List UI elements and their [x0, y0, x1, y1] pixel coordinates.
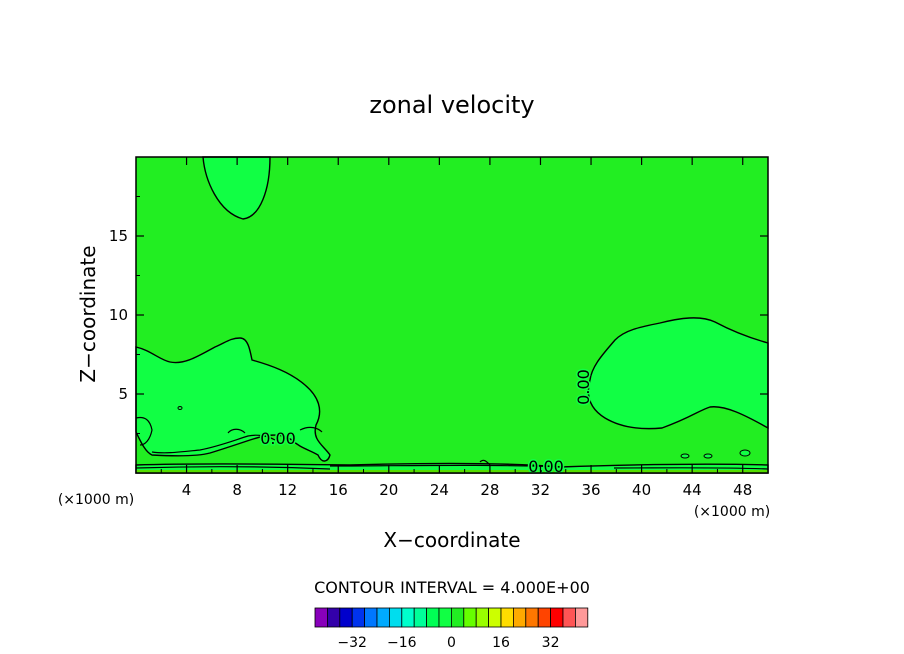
x-tick-label: 32: [531, 481, 550, 499]
colorbar-tick-label: 0: [447, 635, 456, 651]
colorbar-swatch: [376, 607, 390, 628]
colorbar-swatch: [364, 607, 378, 628]
x-tick-label: 48: [733, 481, 752, 499]
x-tick-label: 36: [581, 481, 600, 499]
colorbar: −32 −16 0 16 32: [314, 607, 589, 651]
x-tick-label: 20: [379, 481, 398, 499]
chart-title: zonal velocity: [369, 91, 534, 119]
contour-line-5: [329, 464, 566, 468]
colorbar-swatch: [475, 607, 490, 628]
colorbar-swatch: [314, 607, 328, 628]
colorbar-swatch: [575, 607, 589, 628]
colorbar-tick-label: 32: [542, 635, 560, 651]
colorbar-swatch: [513, 607, 527, 628]
colorbar-swatch: [351, 607, 366, 628]
contour-region-2: [135, 337, 331, 462]
colorbar-swatch: [401, 607, 415, 628]
contour-label-3: 0.00: [574, 369, 593, 405]
contour-interval-text: CONTOUR INTERVAL = 4.000E+00: [314, 578, 590, 597]
x-tick-label: 8: [232, 481, 242, 499]
x-unit-label-left: (×1000 m): [58, 492, 134, 508]
colorbar-tick-label: −32: [337, 635, 367, 651]
y-tick-label: 5: [118, 385, 128, 403]
colorbar-swatch: [413, 607, 428, 628]
colorbar-swatch: [450, 607, 465, 628]
contour-label-1: 0.00: [260, 429, 296, 448]
contour-line-8: [613, 467, 769, 470]
contour-blob-4: [739, 449, 751, 457]
colorbar-swatch: [388, 607, 403, 628]
y-axis-label: Z−coordinate: [76, 245, 100, 382]
colorbar-swatch: [326, 607, 341, 628]
x-tick-label: 16: [329, 481, 348, 499]
contour-blob-3: [703, 453, 713, 459]
y-tick-label: 10: [109, 306, 128, 324]
colorbar-swatch: [488, 607, 502, 628]
colorbar-swatch: [500, 607, 514, 628]
colorbar-tick-label: −16: [387, 635, 417, 651]
colorbar-swatch: [550, 607, 564, 628]
colorbar-tick-label: 16: [492, 635, 510, 651]
contour-line-1: [135, 416, 153, 446]
contour-line-4: [299, 426, 323, 433]
contour-region-1: [202, 156, 271, 220]
colorbar-swatch: [562, 607, 576, 628]
colorbar-swatch: [339, 607, 353, 628]
contour-line-3: [227, 428, 246, 434]
colorbar-swatch: [525, 607, 539, 628]
colorbar-swatch: [537, 607, 552, 628]
contour-line-6: [479, 459, 491, 466]
colorbar-swatch: [426, 607, 440, 628]
contour-region-4: [587, 317, 769, 430]
x-tick-label: 24: [430, 481, 449, 499]
contour-blob-1: [177, 406, 183, 410]
colorbar-swatch: [463, 607, 477, 628]
x-tick-label: 4: [182, 481, 192, 499]
x-unit-label-right: (×1000 m): [694, 504, 770, 520]
colorbar-swatch: [438, 607, 452, 628]
surface-band: [136, 470, 768, 473]
contour-line-7: [135, 466, 331, 470]
x-tick-label: 12: [278, 481, 297, 499]
contour-label-2: 0.00: [528, 457, 564, 476]
x-tick-label: 40: [632, 481, 651, 499]
contour-line-2: [151, 434, 276, 454]
x-axis-label: X−coordinate: [383, 528, 520, 552]
contour-blob-2: [680, 453, 690, 459]
y-tick-label: 15: [109, 227, 128, 245]
x-tick-label: 44: [683, 481, 702, 499]
x-tick-label: 28: [480, 481, 499, 499]
